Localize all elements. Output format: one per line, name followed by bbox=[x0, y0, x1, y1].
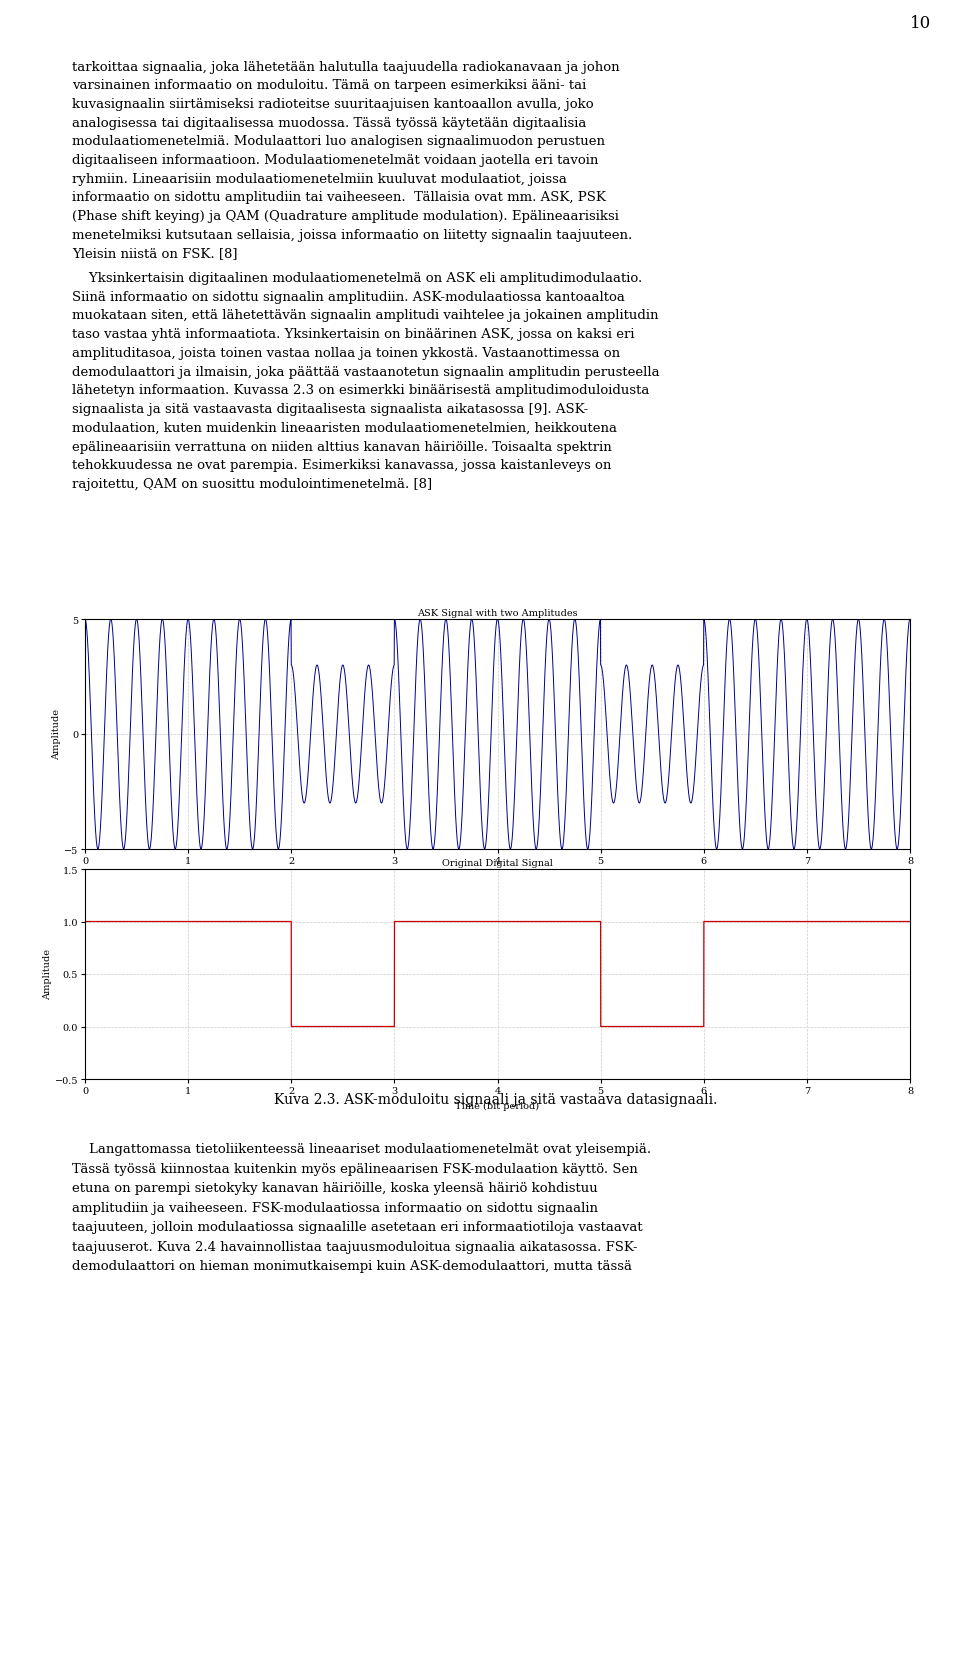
Text: tehokkuudessa ne ovat parempia. Esimerkiksi kanavassa, jossa kaistanleveys on: tehokkuudessa ne ovat parempia. Esimerki… bbox=[72, 459, 612, 473]
Text: menetelmiksi kutsutaan sellaisia, joissa informaatio on liitetty signaalin taaju: menetelmiksi kutsutaan sellaisia, joissa… bbox=[72, 228, 633, 241]
Text: demodulaattori ja ilmaisin, joka päättää vastaanotetun signaalin amplitudin peru: demodulaattori ja ilmaisin, joka päättää… bbox=[72, 366, 660, 378]
Text: informaatio on sidottu amplitudiin tai vaiheeseen.  Tällaisia ovat mm. ASK, PSK: informaatio on sidottu amplitudiin tai v… bbox=[72, 191, 606, 205]
Y-axis label: Amplitude: Amplitude bbox=[43, 948, 52, 1000]
Text: Yksinkertaisin digitaalinen modulaatiomenetelmä on ASK eli amplitudimodulaatio.: Yksinkertaisin digitaalinen modulaatiome… bbox=[72, 271, 642, 285]
Text: amplituditasoa, joista toinen vastaa nollaa ja toinen ykkostä. Vastaanottimessa : amplituditasoa, joista toinen vastaa nol… bbox=[72, 346, 620, 359]
Text: analogisessa tai digitaalisessa muodossa. Tässä työssä käytetään digitaalisia: analogisessa tai digitaalisessa muodossa… bbox=[72, 116, 587, 130]
Text: signaalista ja sitä vastaavasta digitaalisesta signaalista aikatasossa [9]. ASK-: signaalista ja sitä vastaavasta digitaal… bbox=[72, 403, 588, 416]
Text: demodulaattori on hieman monimutkaisempi kuin ASK-demodulaattori, mutta tässä: demodulaattori on hieman monimutkaisempi… bbox=[72, 1260, 632, 1273]
Text: rajoitettu, QAM on suosittu modulointimenetelmä. [8]: rajoitettu, QAM on suosittu modulointime… bbox=[72, 478, 432, 491]
X-axis label: Time (bit period): Time (bit period) bbox=[455, 1102, 540, 1110]
Text: modulaation, kuten muidenkin lineaaristen modulaatiomenetelmien, heikkoutena: modulaation, kuten muidenkin lineaariste… bbox=[72, 421, 617, 434]
Text: (Phase shift keying) ja QAM (Quadrature amplitude modulation). Epälineaarisiksi: (Phase shift keying) ja QAM (Quadrature … bbox=[72, 210, 619, 223]
X-axis label: Time (bit period): Time (bit period) bbox=[455, 870, 540, 880]
Text: taajuuteen, jolloin modulaatiossa signaalille asetetaan eri informaatiotiloja va: taajuuteen, jolloin modulaatiossa signaa… bbox=[72, 1220, 642, 1233]
Text: 10: 10 bbox=[910, 15, 931, 32]
Text: ryhmiin. Lineaarisiin modulaatiomenetelmiin kuuluvat modulaatiot, joissa: ryhmiin. Lineaarisiin modulaatiomenetelm… bbox=[72, 173, 566, 185]
Text: etuna on parempi sietokyky kanavan häiriöille, koska yleensä häiriö kohdistuu: etuna on parempi sietokyky kanavan häiri… bbox=[72, 1181, 598, 1195]
Title: Original Digital Signal: Original Digital Signal bbox=[442, 859, 553, 867]
Text: taajuuserot. Kuva 2.4 havainnollistaa taajuusmoduloitua signaalia aikatasossa. F: taajuuserot. Kuva 2.4 havainnollistaa ta… bbox=[72, 1240, 637, 1253]
Text: muokataan siten, että lähetettävän signaalin amplitudi vaihtelee ja jokainen amp: muokataan siten, että lähetettävän signa… bbox=[72, 310, 659, 323]
Y-axis label: Amplitude: Amplitude bbox=[52, 709, 61, 760]
Text: digitaaliseen informaatioon. Modulaatiomenetelmät voidaan jaotella eri tavoin: digitaaliseen informaatioon. Modulaatiom… bbox=[72, 153, 598, 166]
Text: tarkoittaa signaalia, joka lähetetään halutulla taajuudella radiokanavaan ja joh: tarkoittaa signaalia, joka lähetetään ha… bbox=[72, 62, 619, 73]
Text: amplitudiin ja vaiheeseen. FSK-modulaatiossa informaatio on sidottu signaalin: amplitudiin ja vaiheeseen. FSK-modulaati… bbox=[72, 1201, 598, 1215]
Text: lähetetyn informaation. Kuvassa 2.3 on esimerkki binäärisestä amplitudimoduloidu: lähetetyn informaation. Kuvassa 2.3 on e… bbox=[72, 384, 649, 398]
Text: Siinä informaatio on sidottu signaalin amplitudiin. ASK-modulaatiossa kantoaalto: Siinä informaatio on sidottu signaalin a… bbox=[72, 291, 625, 303]
Title: ASK Signal with two Amplitudes: ASK Signal with two Amplitudes bbox=[418, 609, 578, 617]
Text: Yleisin niistä on FSK. [8]: Yleisin niistä on FSK. [8] bbox=[72, 246, 237, 260]
Text: epälineaarisiin verrattuna on niiden alttius kanavan häiriöille. Toisaalta spekt: epälineaarisiin verrattuna on niiden alt… bbox=[72, 441, 612, 453]
Text: taso vastaa yhtä informaatiota. Yksinkertaisin on binäärinen ASK, jossa on kaksi: taso vastaa yhtä informaatiota. Yksinker… bbox=[72, 328, 635, 341]
Text: varsinainen informaatio on moduloitu. Tämä on tarpeen esimerkiksi ääni- tai: varsinainen informaatio on moduloitu. Tä… bbox=[72, 80, 587, 93]
Text: Kuva 2.3. ASK-moduloitu signaali ja sitä vastaava datasignaali.: Kuva 2.3. ASK-moduloitu signaali ja sitä… bbox=[275, 1093, 718, 1107]
Text: Langattomassa tietoliikenteessä lineaariset modulaatiomenetelmät ovat yleisempiä: Langattomassa tietoliikenteessä lineaari… bbox=[72, 1143, 651, 1155]
Text: kuvasignaalin siirtämiseksi radioteitse suuritaajuisen kantoaallon avulla, joko: kuvasignaalin siirtämiseksi radioteitse … bbox=[72, 98, 593, 111]
Text: modulaatiomenetelmiä. Modulaattori luo analogisen signaalimuodon perustuen: modulaatiomenetelmiä. Modulaattori luo a… bbox=[72, 135, 605, 148]
Text: Tässä työssä kiinnostaa kuitenkin myös epälineaarisen FSK-modulaation käyttö. Se: Tässä työssä kiinnostaa kuitenkin myös e… bbox=[72, 1161, 637, 1175]
